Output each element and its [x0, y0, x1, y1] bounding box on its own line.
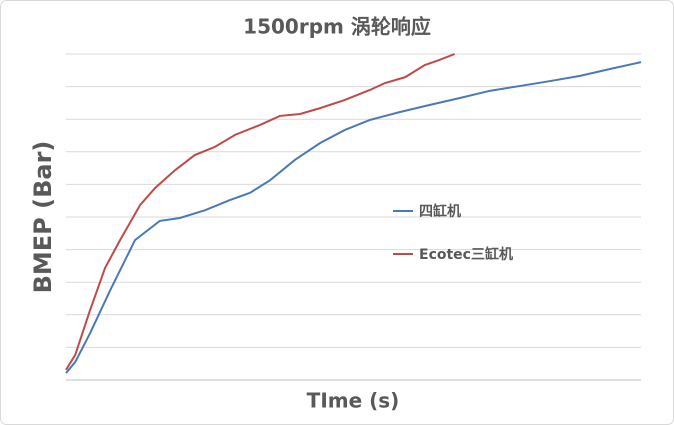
chart-title: 1500rpm 涡轮响应: [243, 15, 431, 39]
series-line: [65, 61, 642, 374]
series-line: [65, 53, 456, 371]
legend-label: Ecotec三缸机: [419, 246, 513, 263]
y-axis-label: BMEP (Bar): [29, 141, 57, 294]
legend-label: 四缸机: [419, 203, 461, 220]
x-axis-label: TIme (s): [307, 389, 400, 413]
